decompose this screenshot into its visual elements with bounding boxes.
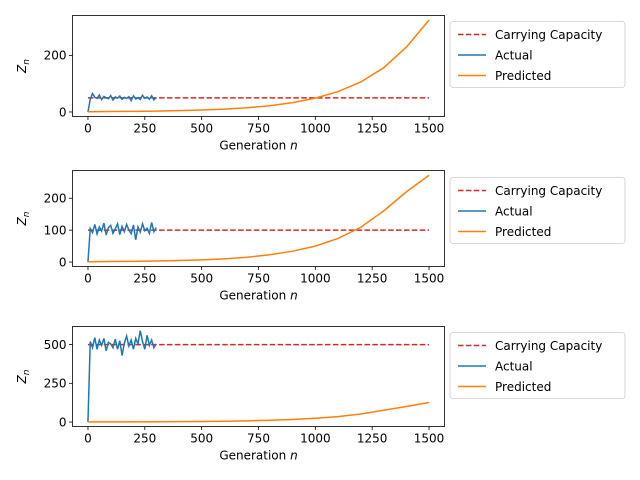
x-tick-label: 1000 [300, 122, 331, 136]
legend: Carrying Capacity Actual Predicted [449, 332, 626, 399]
predicted-series-line [87, 174, 430, 263]
x-tick-label: 250 [133, 432, 156, 446]
legend-label: Actual [495, 359, 533, 373]
chart-panel-1: 0 250 500 750 1000 1250 1500 0 200 Generation n Zn… [15, 15, 626, 153]
legend-label: Predicted [495, 69, 551, 83]
legend-label: Actual [495, 204, 533, 218]
x-tick-label: 1250 [357, 272, 388, 286]
actual-series-line [87, 91, 157, 113]
x-tick-label: 250 [133, 122, 156, 136]
y-tick-label: 200 [44, 49, 67, 63]
legend-box [449, 177, 626, 244]
legend-label: Predicted [495, 380, 551, 394]
legend-label: Actual [495, 48, 533, 62]
y-axis-label: Zn [15, 59, 32, 74]
y-tick-label: 0 [59, 415, 67, 429]
y-axis-label: Zn [15, 369, 32, 384]
x-tick-label: 500 [190, 122, 213, 136]
x-tick-label: 0 [84, 122, 92, 136]
chart-panel-3: 0 250 500 750 1000 1250 1500 0 250 500 Generation … [15, 326, 626, 463]
x-tick-label: 1000 [300, 432, 331, 446]
x-tick-label: 750 [247, 432, 270, 446]
y-tick-label: 500 [44, 338, 67, 352]
chart-panel-2: 0 250 500 750 1000 1250 1500 0 100 200 Generation … [15, 170, 626, 303]
x-tick-label: 250 [133, 272, 156, 286]
x-axis-label: Generation n [219, 289, 297, 303]
y-tick-label: 0 [59, 255, 67, 269]
x-tick-label: 1250 [357, 122, 388, 136]
x-tick-label: 750 [247, 272, 270, 286]
y-tick-label: 250 [44, 377, 67, 391]
x-tick-label: 1000 [300, 272, 331, 286]
actual-series-line [87, 221, 157, 263]
x-axis-label: Generation n [219, 139, 297, 153]
x-tick-label: 500 [190, 272, 213, 286]
plot-frame [72, 170, 445, 267]
x-tick-label: 0 [84, 432, 92, 446]
legend: Carrying Capacity Actual Predicted [449, 21, 626, 88]
legend-label: Carrying Capacity [495, 339, 602, 353]
plot-frame [72, 15, 445, 117]
y-tick-label: 200 [44, 192, 67, 206]
legend-box [449, 21, 626, 88]
y-tick-label: 0 [59, 105, 67, 119]
y-tick-label: 100 [44, 223, 67, 237]
legend-label: Predicted [495, 225, 551, 239]
legend: Carrying Capacity Actual Predicted [449, 177, 626, 244]
y-axis-label: Zn [15, 211, 32, 226]
actual-series-line [87, 330, 157, 423]
legend-label: Carrying Capacity [495, 184, 602, 198]
x-tick-label: 1250 [357, 432, 388, 446]
legend-box [449, 332, 626, 399]
x-tick-label: 1500 [414, 432, 445, 446]
x-tick-label: 0 [84, 272, 92, 286]
x-axis-label: Generation n [219, 449, 297, 463]
legend-label: Carrying Capacity [495, 28, 602, 42]
x-tick-label: 500 [190, 432, 213, 446]
predicted-series-line [87, 401, 430, 423]
x-tick-label: 750 [247, 122, 270, 136]
x-tick-label: 1500 [414, 122, 445, 136]
x-tick-label: 1500 [414, 272, 445, 286]
predicted-series-line [87, 19, 430, 113]
